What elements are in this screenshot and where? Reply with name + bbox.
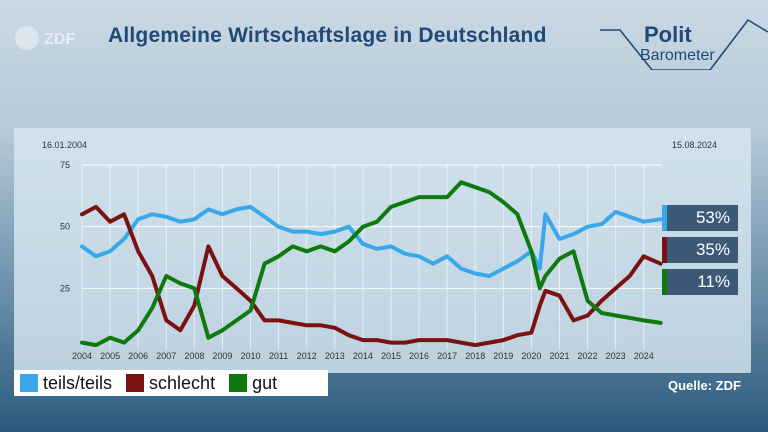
x-tick-label-2017: 2017	[437, 351, 457, 361]
x-tick-label-2007: 2007	[156, 351, 176, 361]
badge-teils: 53%	[662, 205, 738, 231]
x-tick-label-2018: 2018	[465, 351, 485, 361]
legend-label-gut: gut	[252, 372, 278, 393]
x-tick-label-2020: 2020	[521, 351, 541, 361]
x-tick-label-2008: 2008	[184, 351, 204, 361]
x-tick-label-2012: 2012	[297, 351, 317, 361]
x-tick-label-2015: 2015	[381, 351, 401, 361]
x-tick-label-2016: 2016	[409, 351, 429, 361]
legend-item-teils: teils/teils	[20, 373, 112, 394]
brand-barometer: Barometer	[640, 47, 715, 64]
x-tick-label-2023: 2023	[606, 351, 626, 361]
legend-swatch-schlecht	[126, 374, 145, 392]
badge-gut: 11%	[662, 269, 738, 295]
x-tick-label-2022: 2022	[578, 351, 598, 361]
legend-item-gut: gut	[229, 373, 277, 394]
brand-polit: Polit	[644, 22, 692, 47]
y-tick-label-75: 75	[60, 160, 70, 170]
x-tick-label-2010: 2010	[241, 351, 261, 361]
badge-schlecht: 35%	[662, 237, 738, 263]
politbarometer-logo-line	[600, 18, 768, 70]
x-tick-label-2006: 2006	[128, 351, 148, 361]
legend: teils/teils schlecht gut	[14, 370, 328, 396]
zdf-logo: ZDF	[15, 26, 75, 50]
x-tick-label-2013: 2013	[325, 351, 345, 361]
legend-item-schlecht: schlecht	[126, 373, 215, 394]
legend-swatch-gut	[229, 374, 248, 392]
x-tick-label-2019: 2019	[493, 351, 513, 361]
legend-label-teils: teils/teils	[43, 372, 113, 393]
source-label: Quelle: ZDF	[668, 378, 741, 393]
series-line-0	[80, 204, 663, 278]
series-line-2	[80, 180, 663, 348]
zdf-logo-text: ZDF	[44, 31, 75, 48]
x-tick-label-2004: 2004	[72, 351, 92, 361]
badge-teils-bar	[662, 205, 667, 231]
badge-gut-bar	[662, 269, 667, 295]
x-tick-label-2024: 2024	[634, 351, 654, 361]
x-tick-label-2011: 2011	[269, 351, 288, 361]
badge-teils-value: 53%	[695, 208, 730, 227]
series-line-1	[80, 204, 663, 348]
end-date: 15.08.2024	[672, 140, 718, 150]
badge-schlecht-value: 35%	[695, 240, 730, 259]
x-tick-label-2014: 2014	[353, 351, 373, 361]
x-tick-label-2021: 2021	[549, 351, 569, 361]
start-date: 16.01.2004	[42, 140, 88, 150]
legend-label-schlecht: schlecht	[149, 372, 216, 393]
y-tick-label-25: 25	[60, 283, 70, 293]
x-tick-label-2005: 2005	[100, 351, 120, 361]
legend-swatch-teils	[20, 374, 38, 392]
badge-gut-value: 11%	[697, 272, 730, 291]
page-title: Allgemeine Wirtschaftslage in Deutschlan…	[108, 24, 547, 47]
y-tick-label-50: 50	[60, 222, 70, 232]
x-tick-label-2009: 2009	[212, 351, 232, 361]
badge-schlecht-bar	[662, 237, 667, 263]
